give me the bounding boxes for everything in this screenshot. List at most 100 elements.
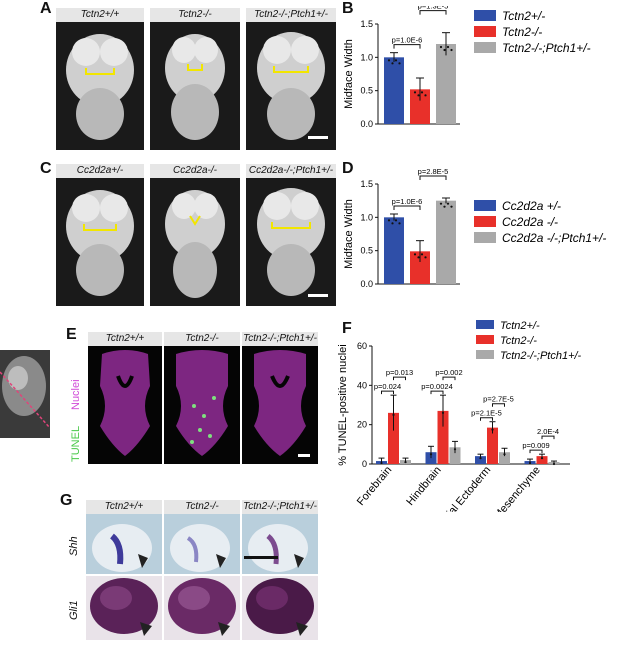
data-point — [392, 413, 395, 416]
p-value-label: p=1.0E-6 — [392, 36, 423, 45]
significance-bracket — [492, 403, 505, 407]
significance-bracket — [480, 417, 493, 421]
data-point — [413, 91, 417, 94]
embryo-face-figure — [66, 34, 134, 140]
embryo-image: Tctn2-/-;Ptch1+/- — [246, 8, 336, 150]
data-point — [528, 461, 532, 465]
shh-embryo-figure — [92, 524, 152, 572]
y-axis-label: % TUNEL-positive nuclei — [337, 344, 349, 465]
p-value-label: p=1.3E-5 — [418, 6, 449, 11]
data-point — [387, 219, 391, 222]
p-value-label: p=1.0E-6 — [392, 197, 423, 206]
bar — [475, 456, 486, 464]
data-point — [417, 94, 420, 97]
y-tick-label: 1.5 — [360, 179, 373, 189]
legend-swatch — [474, 200, 496, 211]
data-point — [439, 202, 443, 205]
data-point — [424, 256, 427, 259]
bar — [436, 200, 456, 284]
genotype-header: Cc2d2a+/- — [56, 164, 144, 178]
data-point — [398, 62, 401, 65]
legend-label: Tctn2-/-;Ptch1+/- — [500, 350, 582, 362]
legend-swatch — [474, 232, 496, 243]
row-label-shh: Shh — [68, 536, 80, 556]
genotype-header: Tctn2-/- — [150, 8, 240, 22]
data-point — [441, 411, 445, 414]
data-point — [450, 48, 453, 52]
scale-bar — [308, 136, 328, 139]
data-point — [429, 453, 433, 456]
data-point — [394, 59, 398, 62]
gli1-embryo-figure — [246, 578, 314, 636]
p-value-label: p=0.002 — [435, 368, 462, 377]
legend-swatch — [474, 216, 496, 227]
embryo-face-figure — [257, 188, 325, 296]
bar — [449, 447, 461, 464]
shh-embryo-figure — [248, 524, 308, 572]
bar — [388, 412, 399, 464]
panel-label-f: F — [342, 320, 352, 337]
data-point — [443, 48, 446, 52]
data-point — [417, 256, 420, 259]
p-value-label: 2.0E-4 — [537, 427, 559, 436]
in-situ-image — [86, 576, 162, 640]
y-axis-label: Midface Width — [343, 199, 355, 269]
tunel-section-image: Tctn2+/+ — [88, 332, 162, 464]
embryo-face-figure — [165, 190, 225, 298]
chart-f-tunel-positive: 0 20 40 60 % TUNEL-positive nuclei Forebrain H… — [337, 320, 582, 512]
data-point — [479, 457, 482, 460]
panel-label-c: C — [40, 160, 52, 177]
data-point — [404, 460, 407, 464]
p-value-label: p=2.8E-5 — [418, 167, 449, 176]
genotype-header: Cc2d2a-/- — [150, 164, 240, 178]
data-point — [450, 205, 453, 208]
data-point — [380, 461, 383, 465]
p-value-label: p=2.7E-5 — [483, 395, 514, 404]
significance-bracket — [419, 175, 447, 180]
nuclei-label: Nuclei — [70, 379, 82, 410]
data-point — [391, 222, 394, 225]
tunel-section-image: Tctn2-/-;Ptch1+/- — [242, 332, 318, 464]
genotype-header: Tctn2+/+ — [86, 500, 162, 514]
legend-label: Tctn2-/-;Ptch1+/- — [502, 41, 591, 55]
data-point — [420, 91, 424, 94]
embryo-image: Cc2d2a+/- — [56, 164, 144, 306]
section-plane-figure — [0, 356, 50, 429]
bar — [410, 251, 430, 284]
significance-bracket — [529, 449, 543, 454]
bar — [487, 427, 498, 464]
in-situ-image: Tctn2-/- — [164, 500, 240, 574]
genotype-header: Tctn2-/-;Ptch1+/- — [246, 8, 336, 22]
significance-bracket — [393, 205, 421, 210]
p-value-label: p=0.024 — [374, 382, 401, 391]
genotype-header: Tctn2+/+ — [56, 8, 144, 22]
bar — [384, 57, 404, 125]
data-point — [413, 253, 417, 256]
data-point — [453, 448, 457, 451]
y-tick-label: 40 — [357, 380, 367, 390]
y-tick-label: 0.0 — [360, 279, 373, 289]
significance-bracket — [541, 435, 555, 440]
y-tick-label: 0.5 — [360, 246, 373, 256]
data-point — [446, 45, 450, 49]
significance-bracket — [381, 390, 394, 395]
panel-label-d: D — [342, 160, 354, 177]
data-point — [420, 253, 424, 256]
in-situ-image: Tctn2+/+ — [86, 500, 162, 574]
tunel-label: TUNEL — [70, 425, 82, 462]
bar — [499, 452, 510, 464]
legend-swatch — [474, 26, 496, 37]
tissue-section-figure — [254, 350, 306, 456]
genotype-header: Cc2d2a-/-;Ptch1+/- — [246, 164, 336, 178]
data-point — [391, 62, 394, 65]
legend-label: Cc2d2a -/- — [502, 215, 558, 229]
bar — [437, 410, 449, 464]
significance-bracket — [430, 390, 444, 395]
scale-bar — [244, 556, 278, 559]
genotype-header: Tctn2-/- — [164, 500, 240, 514]
embryo-image: Cc2d2a-/- — [150, 164, 240, 306]
tissue-section-figure — [100, 350, 150, 456]
x-tick-label: Hindbrain — [404, 464, 443, 508]
legend-swatch — [476, 335, 494, 344]
shh-embryo-figure — [170, 524, 230, 572]
